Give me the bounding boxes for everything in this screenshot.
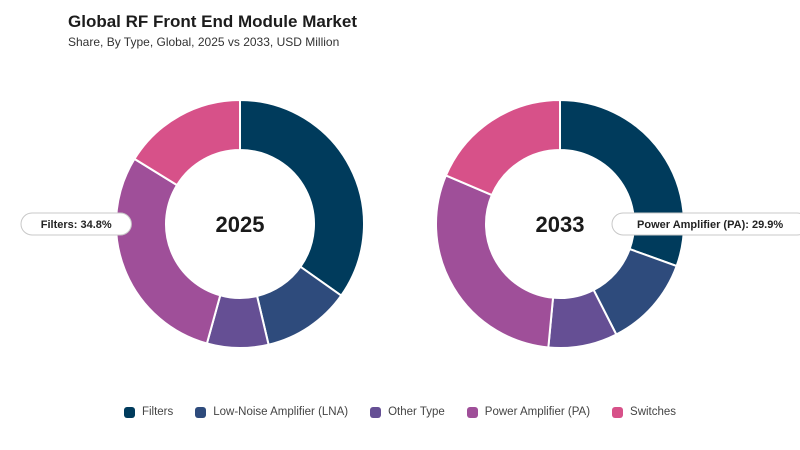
legend-item-power-amplifier[interactable]: Power Amplifier (PA)	[466, 406, 591, 418]
slice-power-amplifier-pa[interactable]	[115, 157, 222, 345]
callout-label: Filters: 34.8%	[41, 219, 112, 231]
legend-label: Switches	[630, 406, 677, 418]
chart-title: Global RF Front End Module Market	[68, 12, 357, 31]
legend-label: Power Amplifier (PA)	[484, 406, 591, 418]
center-label: 2033	[536, 212, 585, 237]
slice-switches[interactable]	[444, 98, 561, 197]
legend-item-switches[interactable]: Switches	[612, 406, 676, 418]
legend-label: Other Type	[388, 406, 445, 418]
legend-item-filters[interactable]: Filters	[123, 406, 174, 418]
donut-2033: 2033 Power Amplifier (PA): 29.9%	[435, 98, 800, 349]
legend: Filters Low-Noise Amplifier (LNA) Other …	[0, 406, 800, 418]
callout-label: Power Amplifier (PA): 29.9%	[637, 219, 783, 231]
callout-box	[611, 212, 800, 236]
slice-switches[interactable]	[133, 98, 241, 187]
callout-box	[20, 212, 132, 236]
legend-swatch	[612, 406, 624, 418]
chart-subtitle: Share, By Type, Global, 2025 vs 2033, US…	[68, 35, 340, 49]
center-label: 2025	[216, 212, 265, 237]
legend-swatch	[123, 406, 135, 418]
legend-item-other-type[interactable]: Other Type	[370, 406, 445, 418]
legend-item-lna[interactable]: Low-Noise Amplifier (LNA)	[195, 406, 348, 418]
legend-swatch	[370, 406, 382, 418]
slice-filters[interactable]	[239, 98, 365, 298]
slice-power-amplifier-pa[interactable]	[435, 174, 555, 349]
donut-2025: 2025 Filters: 34.8%	[20, 98, 365, 349]
legend-label: Filters	[141, 406, 174, 418]
slice-filters[interactable]	[559, 98, 685, 268]
legend-swatch	[195, 406, 207, 418]
legend-swatch	[466, 406, 478, 418]
legend-label: Low-Noise Amplifier (LNA)	[213, 406, 349, 418]
